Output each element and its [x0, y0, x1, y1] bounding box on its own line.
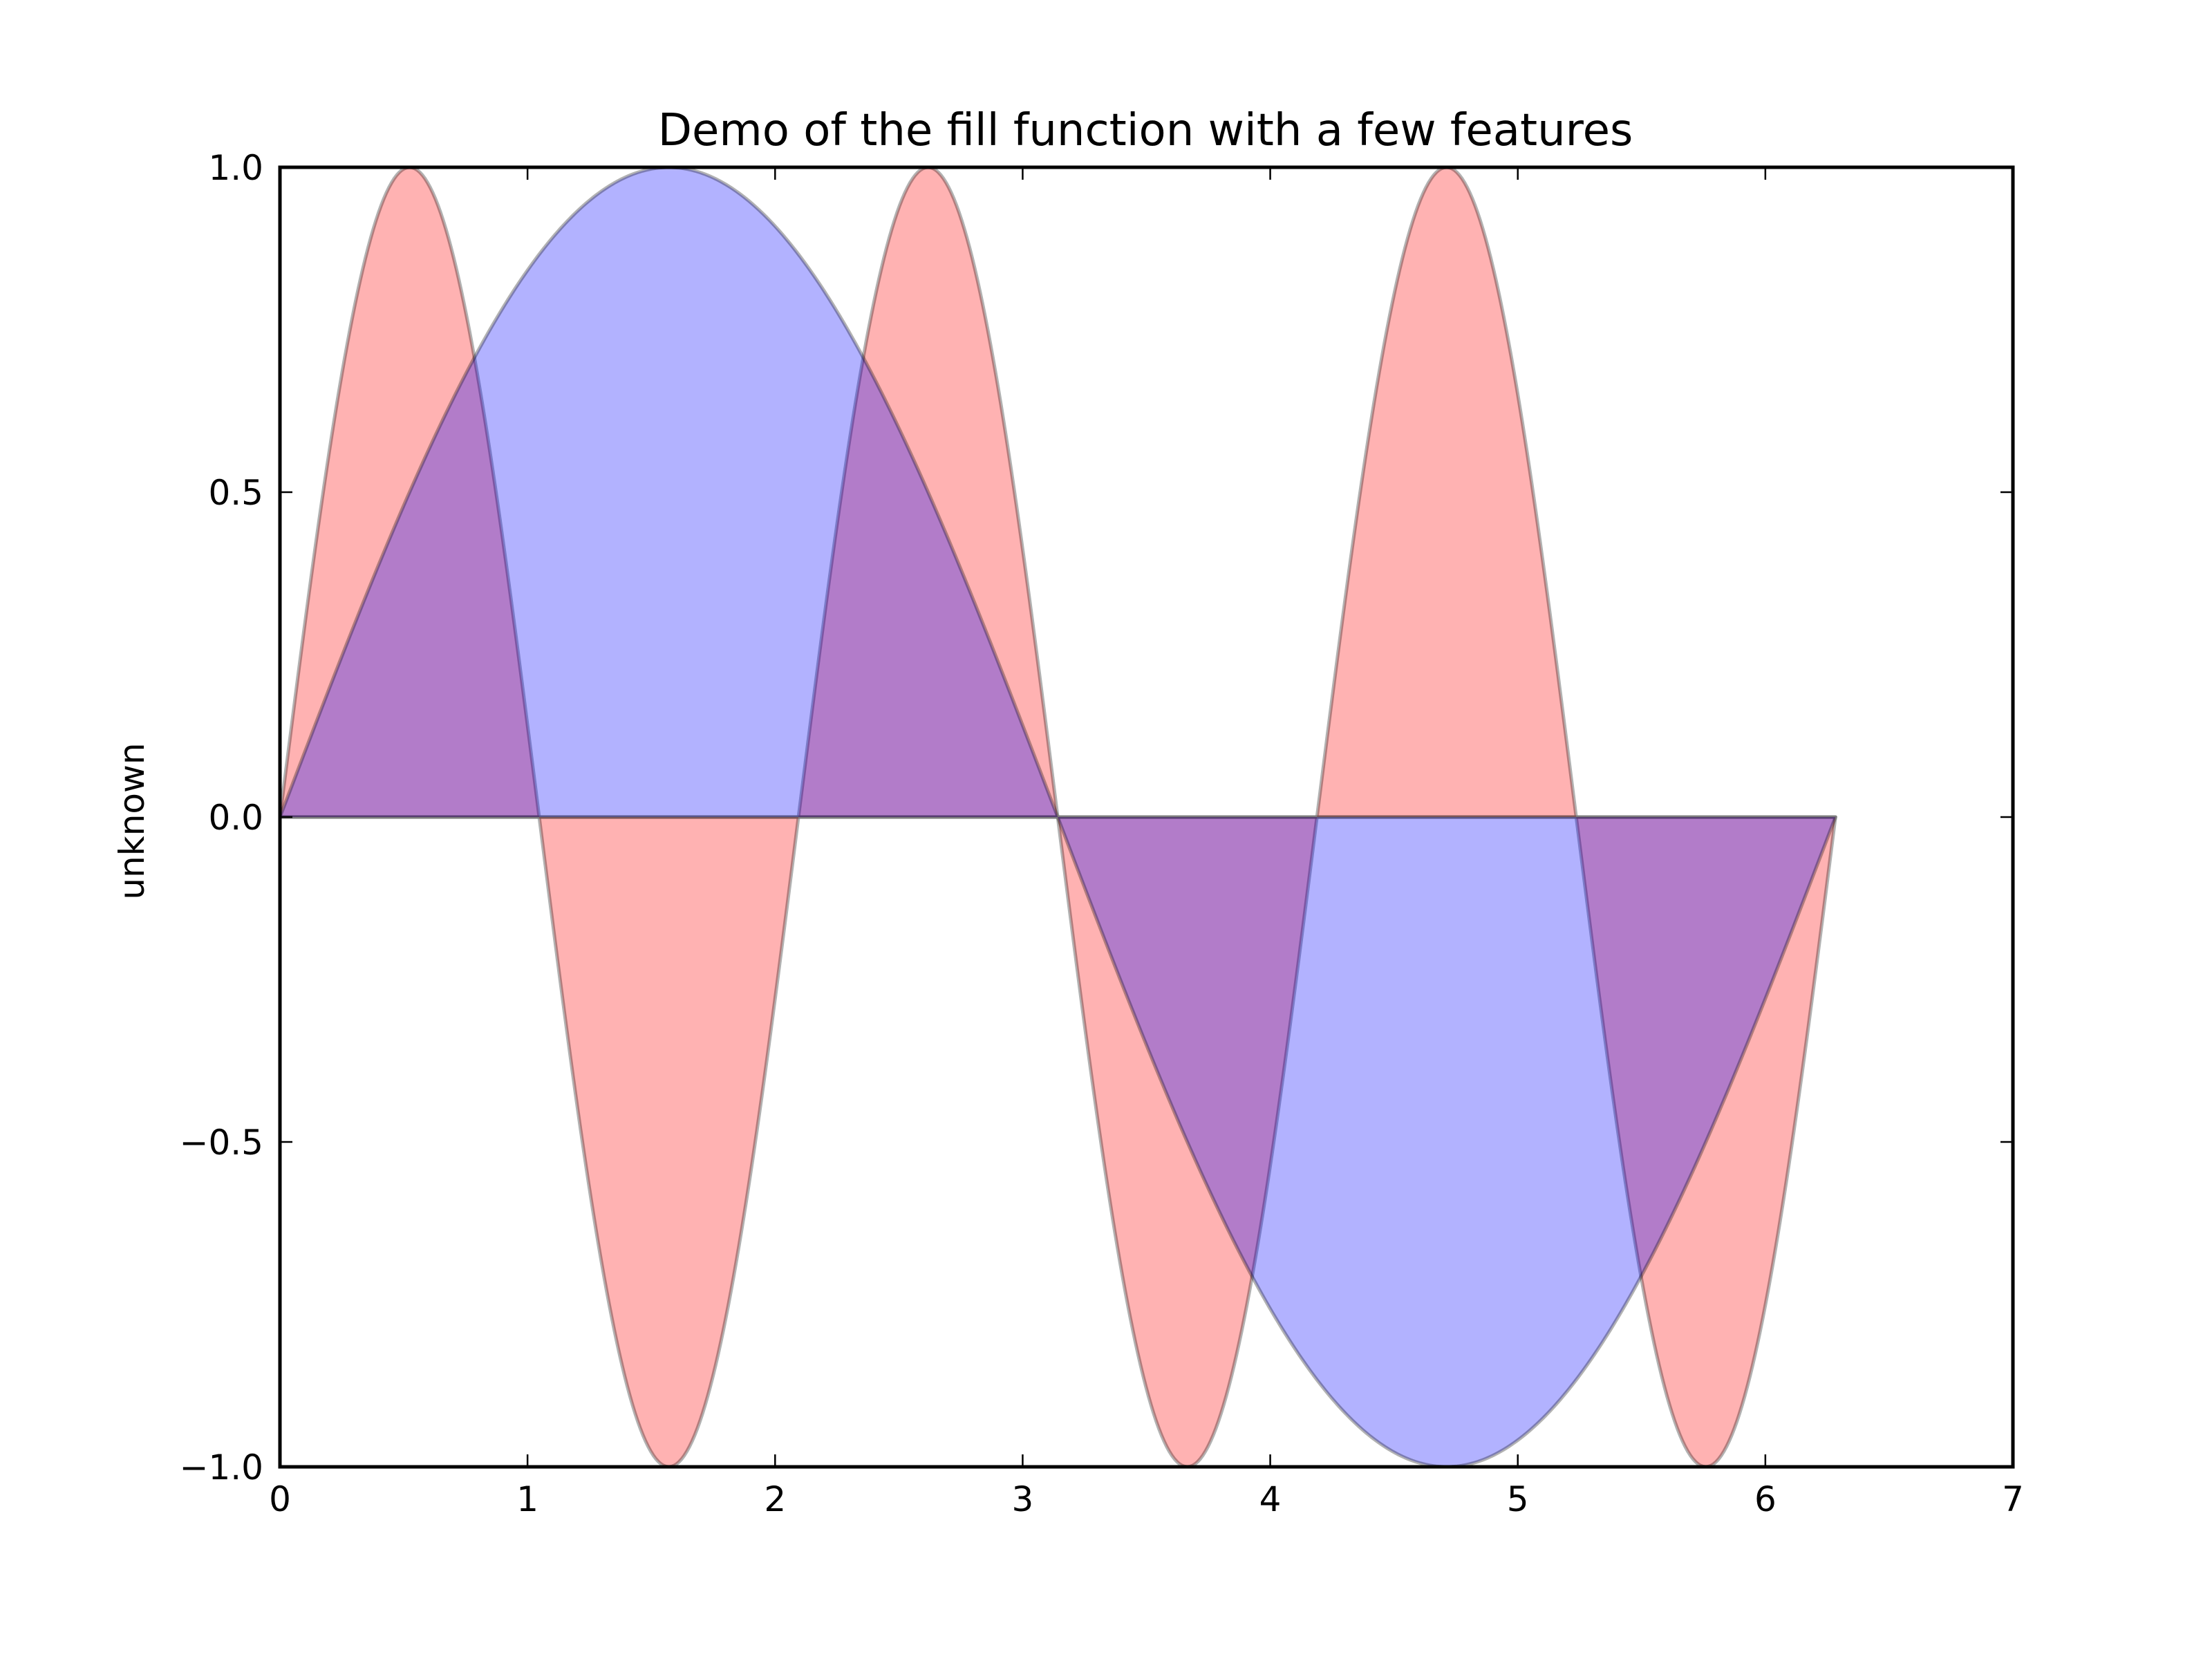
y-tick-label: −1.0 — [180, 1447, 263, 1488]
chart-title: Demo of the fill function with a few fea… — [658, 105, 1633, 156]
y-tick-label: 0.5 — [208, 473, 263, 513]
ticks-layer: 0 1 2 3 4 5 6 7 −1.0 −0.5 0.0 0.5 1.0 — [180, 148, 2024, 1519]
y-tick-label: −0.5 — [180, 1123, 263, 1163]
series-layer — [278, 165, 1837, 1469]
series-fill-2 — [278, 165, 1837, 1469]
y-tick-label: 0.0 — [208, 798, 263, 838]
x-tick-label: 5 — [1507, 1479, 1529, 1519]
x-tick-label: 6 — [1754, 1479, 1777, 1519]
x-tick-label: 1 — [516, 1479, 538, 1519]
x-tick-label: 2 — [764, 1479, 786, 1519]
x-tick-label: 7 — [2002, 1479, 2024, 1519]
x-tick-label: 3 — [1012, 1479, 1034, 1519]
x-tick-label: 4 — [1259, 1479, 1282, 1519]
x-tick-label: 0 — [269, 1479, 291, 1519]
series-fill-1 — [278, 165, 1837, 1469]
y-tick-label: 1.0 — [208, 148, 263, 188]
y-axis-label: unknown — [112, 742, 152, 899]
